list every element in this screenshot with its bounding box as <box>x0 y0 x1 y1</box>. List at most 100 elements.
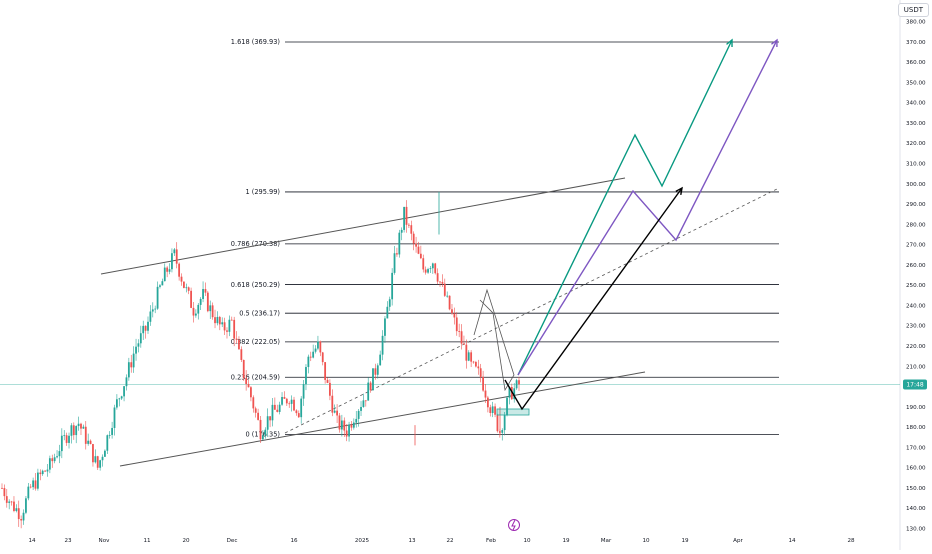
candle-body <box>510 386 513 400</box>
candle-body <box>259 419 262 440</box>
fib-level-label: 0.236 (204.59) <box>231 373 280 381</box>
time-tick-label: 14 <box>28 538 36 544</box>
candle-body <box>238 339 240 350</box>
candle-body <box>41 470 44 475</box>
candle-body <box>455 317 458 332</box>
price-tick-label: 260.00 <box>906 263 926 269</box>
candle-body <box>386 306 389 319</box>
candle-body <box>221 322 224 325</box>
candle-body <box>446 295 449 297</box>
candle-body <box>388 299 391 307</box>
candle-body <box>376 365 379 375</box>
candle-body <box>293 399 295 411</box>
candle-body <box>242 359 245 379</box>
candle-body <box>202 289 204 299</box>
candle-body <box>261 435 264 440</box>
candle-body <box>120 396 123 399</box>
price-tick-label: 180.00 <box>906 425 926 431</box>
candle-body <box>396 253 398 255</box>
candle-body <box>223 322 226 331</box>
candle-body <box>448 295 451 310</box>
candle-body <box>429 268 432 270</box>
candle-body <box>96 456 99 468</box>
channel-upper-line <box>100 177 626 275</box>
support-zone-box <box>496 408 530 416</box>
candle-body <box>367 382 370 401</box>
candle-body <box>22 512 25 521</box>
fib-level-label: 0.382 (222.05) <box>231 338 280 346</box>
candle-body <box>475 362 477 367</box>
price-tick-label: 240.00 <box>906 303 926 309</box>
candle-body <box>362 400 365 407</box>
candle-body <box>352 422 355 428</box>
candle-body <box>39 472 42 475</box>
current-price-badge: 17:48 <box>903 379 927 390</box>
candle-body <box>278 404 281 412</box>
teal-projection-arrow <box>517 39 733 376</box>
candle-body <box>65 435 68 443</box>
time-tick-label: 20 <box>182 538 190 544</box>
candle-body <box>463 343 465 345</box>
candle-body <box>233 319 236 339</box>
candle-body <box>171 253 173 270</box>
candle-body <box>271 404 274 421</box>
time-tick-label: 13 <box>408 538 416 544</box>
currency-unit-badge[interactable]: USDT <box>897 3 929 17</box>
fib-level-label: 0.5 (236.17) <box>239 309 280 317</box>
price-tick-label: 320.00 <box>906 141 926 147</box>
candle-body <box>72 425 75 436</box>
candle-body <box>264 429 267 436</box>
candle-body <box>333 410 336 413</box>
time-tick-label: 11 <box>143 538 151 544</box>
candle-body <box>518 380 520 385</box>
candle-body <box>123 386 125 397</box>
candle-body <box>5 496 8 503</box>
candle-body <box>53 457 56 462</box>
candle-body <box>412 233 415 244</box>
candle-body <box>391 272 394 300</box>
candle-body <box>151 309 154 312</box>
candle-body <box>87 440 90 444</box>
black-projection-arrow-head <box>675 186 683 196</box>
candle-body <box>482 376 484 391</box>
candle-body <box>173 249 176 254</box>
candle-body <box>379 354 382 366</box>
candle-body <box>60 435 63 452</box>
candle-body <box>266 416 269 430</box>
fib-level-label: 0.786 (270.38) <box>231 240 280 248</box>
price-tick-label: 280.00 <box>906 222 926 228</box>
candle-body <box>312 351 315 358</box>
candle-body <box>441 281 444 284</box>
fib-level-label: 1.618 (369.93) <box>231 38 280 46</box>
candle-body <box>381 335 384 355</box>
candle-body <box>477 366 480 369</box>
candle-body <box>106 435 109 451</box>
candle-body <box>410 225 413 234</box>
candle-body <box>3 488 6 497</box>
candle-body <box>180 276 183 282</box>
candle-body <box>1 487 3 489</box>
candle-body <box>216 316 219 324</box>
time-tick-label: 14 <box>788 538 796 544</box>
candle-body <box>187 287 190 291</box>
time-tick-label: 10 <box>642 538 650 544</box>
candle-body <box>345 430 348 437</box>
candle-body <box>228 319 231 332</box>
candle-body <box>190 290 192 308</box>
candle-body <box>84 426 87 444</box>
candle-body <box>149 311 152 322</box>
lightning-icon-bolt <box>511 519 516 531</box>
price-tick-label: 150.00 <box>906 486 926 492</box>
candle-body <box>183 281 185 288</box>
fib-level-label: 0.618 (250.29) <box>231 281 280 289</box>
candle-body <box>357 410 360 419</box>
candle-body <box>92 444 94 463</box>
candle-body <box>48 458 51 470</box>
candle-body <box>226 330 228 332</box>
candle-body <box>80 423 82 429</box>
candle-body <box>245 378 248 384</box>
candle-body <box>108 434 111 436</box>
candle-body <box>34 480 37 489</box>
